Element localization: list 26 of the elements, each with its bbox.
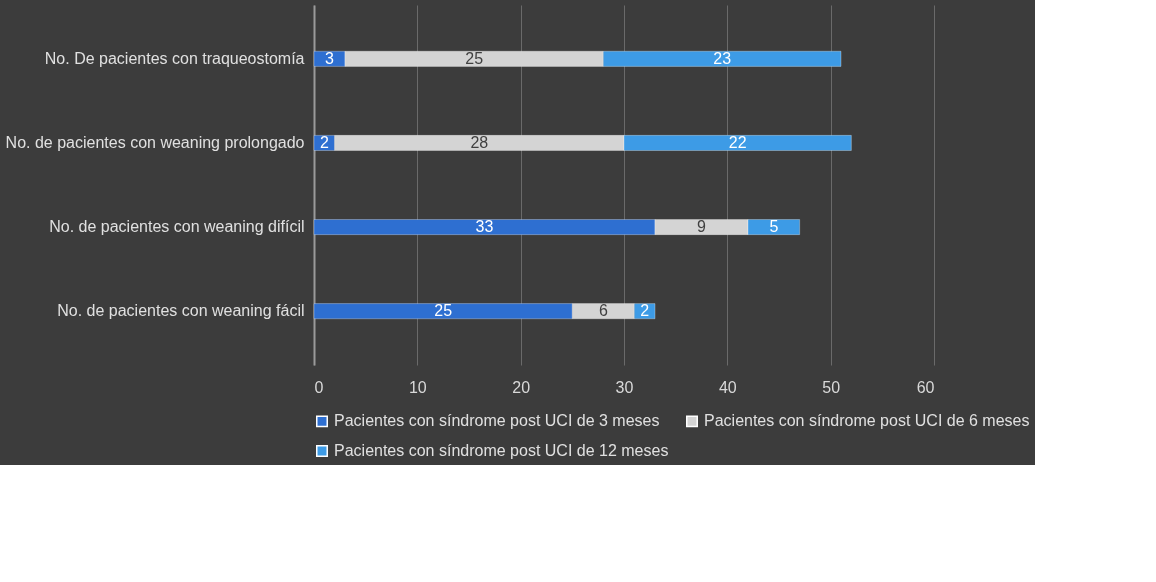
data-label: 2 xyxy=(319,133,329,151)
x-tick-label: 30 xyxy=(615,378,634,396)
x-tick-label: 0 xyxy=(314,378,324,396)
data-label: 28 xyxy=(470,133,489,151)
x-tick-label: 10 xyxy=(408,378,427,396)
data-label: 22 xyxy=(728,133,747,151)
data-label: 6 xyxy=(598,302,608,320)
data-label: 3 xyxy=(325,49,335,67)
x-tick-label: 20 xyxy=(512,378,531,396)
data-label: 2 xyxy=(640,302,650,320)
x-tick-label: 60 xyxy=(916,378,935,396)
y-tick-label: No. de pacientes con weaning fácil xyxy=(57,302,305,320)
x-tick-label: 40 xyxy=(718,378,737,396)
data-label: 25 xyxy=(434,302,453,320)
data-label: 33 xyxy=(475,218,494,236)
data-label: 9 xyxy=(697,218,707,236)
data-label: 25 xyxy=(465,49,484,67)
y-tick-label: No. de pacientes con weaning difícil xyxy=(49,218,305,236)
legend-label: Pacientes con síndrome post UCI de 6 meses xyxy=(704,412,1030,430)
x-tick-label: 50 xyxy=(822,378,841,396)
y-tick-label: No. De pacientes con traqueostomía xyxy=(44,49,305,67)
legend-label: Pacientes con síndrome post UCI de 3 meses xyxy=(334,412,660,430)
y-tick-label: No. de pacientes con weaning prolongado xyxy=(5,133,305,151)
data-label: 5 xyxy=(769,218,779,236)
data-label: 23 xyxy=(713,49,732,67)
legend-label: Pacientes con síndrome post UCI de 12 meses xyxy=(334,442,669,459)
